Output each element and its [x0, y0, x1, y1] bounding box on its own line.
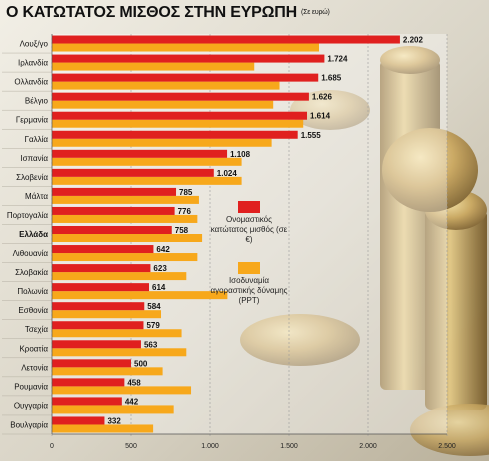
chart-subtitle: (Σε ευρώ) — [300, 9, 330, 17]
category-label: Λουξ/γο — [20, 40, 49, 49]
ppp-bar — [52, 214, 198, 223]
ppp-bar — [52, 272, 187, 281]
value-label: 776 — [178, 207, 192, 216]
nominal-bar — [52, 378, 125, 387]
chart-title: Ο ΚΑΤΩΤΑΤΟΣ ΜΙΣΘΟΣ ΣΤΗΝ ΕΥΡΩΠΗ (Σε ευρώ) — [6, 4, 330, 22]
nominal-bar — [52, 416, 105, 425]
nominal-bar — [52, 73, 319, 82]
category-label: Γαλλία — [25, 135, 49, 144]
ppp-bar — [52, 234, 203, 242]
nominal-bar — [52, 264, 151, 273]
category-label: Ουγγαρία — [14, 401, 49, 410]
category-label: Κροατία — [19, 344, 48, 353]
nominal-bar — [52, 35, 400, 44]
ppp-bar — [52, 424, 154, 433]
ppp-bar — [52, 43, 320, 52]
ppp-bar — [52, 119, 304, 128]
nominal-bar — [52, 130, 298, 139]
value-label: 584 — [147, 302, 161, 311]
value-label: 458 — [127, 378, 141, 387]
value-label: 1.555 — [301, 131, 322, 140]
nominal-bar — [52, 187, 177, 196]
nominal-bar — [52, 359, 131, 368]
value-label: 332 — [107, 416, 121, 425]
nominal-bar — [52, 397, 122, 406]
value-label: 579 — [146, 321, 160, 330]
category-label: Μάλτα — [25, 192, 48, 201]
category-label: Σλοβακία — [15, 268, 48, 277]
category-label: Σλοβενία — [16, 173, 48, 182]
chart-title-text: Ο ΚΑΤΩΤΑΤΟΣ ΜΙΣΘΟΣ ΣΤΗΝ ΕΥΡΩΠΗ — [6, 4, 297, 21]
ppp-bar — [52, 310, 162, 319]
nominal-bar — [52, 245, 154, 254]
value-label: 442 — [125, 397, 139, 406]
x-tick-label: 0 — [50, 443, 54, 450]
value-label: 1.024 — [217, 169, 238, 178]
value-label: 563 — [144, 340, 158, 349]
nominal-bar — [52, 54, 325, 63]
ppp-bar — [52, 367, 163, 376]
category-label: Βουλγαρία — [10, 420, 48, 429]
nominal-bar — [52, 149, 228, 158]
nominal-bar — [52, 302, 145, 311]
nominal-bar — [52, 92, 309, 101]
nominal-bar — [52, 321, 144, 330]
category-label: Ολλανδία — [14, 78, 48, 87]
category-label: Τσεχία — [25, 325, 48, 334]
value-label: 623 — [153, 264, 167, 273]
ppp-bar — [52, 81, 280, 90]
category-label: Λιθουανία — [13, 249, 49, 258]
ppp-bar — [52, 253, 198, 262]
category-label: Γερμανία — [16, 116, 49, 125]
value-label: 785 — [179, 188, 193, 197]
value-label: 1.685 — [321, 74, 342, 83]
ppp-bar — [52, 329, 182, 338]
nominal-bar — [52, 226, 172, 234]
ppp-bar — [52, 138, 272, 147]
ppp-bar — [52, 157, 242, 166]
ppp-bar — [52, 291, 228, 300]
legend-label-ppp: Ισοδυναμία αγοραστικής δύναμης (PPT) — [210, 276, 288, 305]
ppp-bar — [52, 405, 174, 414]
ppp-bar — [52, 176, 242, 185]
ppp-bar — [52, 100, 274, 109]
x-tick-label: 2.000 — [359, 443, 377, 450]
nominal-bar — [52, 283, 150, 292]
legend-swatch-ppp — [238, 262, 260, 274]
value-label: 1.614 — [310, 112, 331, 121]
category-label: Βέλγιο — [25, 97, 49, 106]
value-label: 1.108 — [230, 150, 251, 159]
nominal-bar — [52, 168, 214, 177]
ppp-bar — [52, 348, 187, 357]
category-label: Ρουμανία — [14, 382, 48, 391]
x-tick-label: 1.000 — [201, 443, 219, 450]
legend-label-nominal: Ονομαστικός κατώτατος μισθός (σε €) — [210, 215, 288, 244]
ppp-bar — [52, 386, 192, 395]
category-label: Πολωνία — [17, 287, 48, 296]
x-tick-label: 1.500 — [280, 443, 298, 450]
legend-swatch-nominal — [238, 201, 260, 213]
nominal-bar — [52, 111, 308, 120]
ppp-bar — [52, 195, 199, 204]
value-label: 1.724 — [327, 55, 348, 64]
x-tick-label: 500 — [125, 443, 137, 450]
ppp-bar — [52, 62, 255, 71]
category-label: Εσθονία — [18, 306, 48, 315]
nominal-bar — [52, 206, 175, 215]
category-label: Πορτογαλία — [7, 211, 49, 220]
x-tick-label: 2.500 — [438, 443, 456, 450]
value-label: 1.626 — [312, 93, 333, 102]
value-label: 2.202 — [403, 36, 424, 45]
value-label: 642 — [156, 245, 170, 254]
nominal-bar — [52, 340, 141, 349]
value-label: 500 — [134, 359, 148, 368]
category-label: Ισπανία — [20, 154, 48, 163]
value-label: 614 — [152, 283, 166, 292]
category-label: Λετονία — [21, 363, 48, 372]
value-label: 758 — [175, 226, 189, 235]
category-label: Ιρλανδία — [18, 59, 48, 68]
category-label: Ελλάδα — [19, 230, 48, 239]
